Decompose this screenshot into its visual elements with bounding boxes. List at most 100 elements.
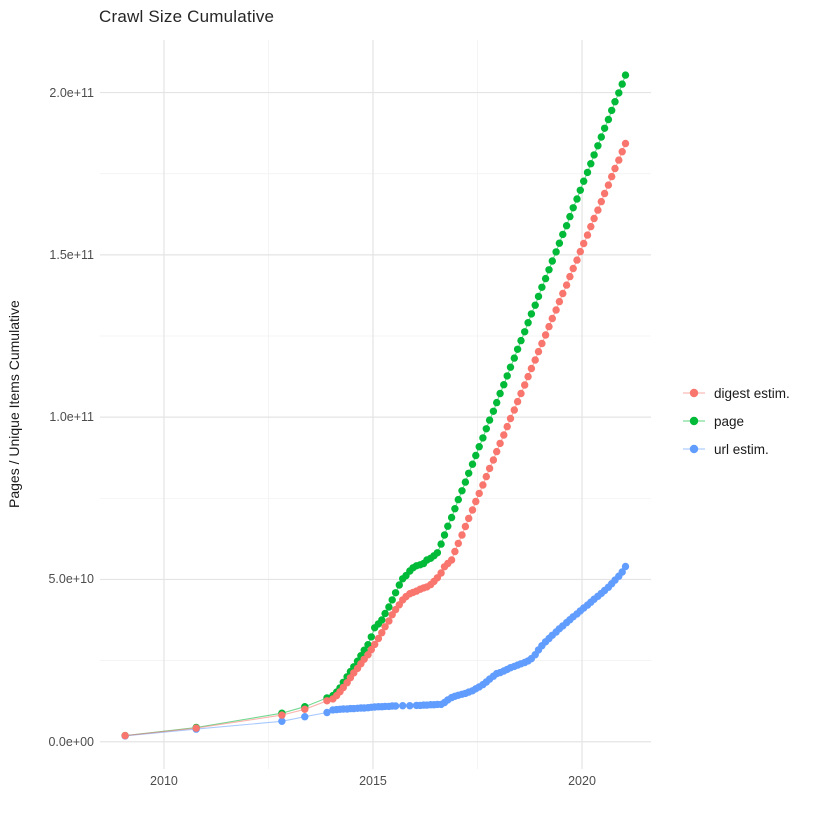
data-point [323,697,331,705]
data-point [524,319,532,327]
data-point [489,456,498,464]
data-point [475,489,483,498]
data-point [458,531,466,539]
data-point [454,539,462,548]
data-point [468,460,477,468]
data-point [378,629,386,637]
data-point [440,531,449,539]
legend-item-url-estim: url estim. [681,435,790,463]
data-point [573,195,581,203]
data-point [621,139,630,148]
data-point [569,264,577,273]
data-point [465,469,473,477]
data-point [604,181,613,189]
data-point [534,347,543,356]
data-point [454,495,462,504]
data-point [541,331,550,339]
data-point [527,364,536,373]
data-point [451,505,459,513]
major-gridlines [100,40,651,769]
data-point [521,381,529,389]
legend-key-page-icon [683,416,705,426]
data-point [618,80,626,88]
data-point [538,339,546,348]
data-point [615,156,623,164]
legend-label-url-estim: url estim. [714,441,769,457]
data-point [559,289,567,298]
y-tick-label: 2.0e+11 [49,85,94,100]
data-point [531,356,539,364]
data-point [513,345,522,353]
data-point [527,310,536,318]
data-point [583,168,592,177]
data-point [496,389,504,398]
data-point [583,231,592,239]
data-point [569,204,577,212]
data-point [278,711,286,719]
y-tick-label: 1.0e+11 [49,410,94,425]
data-point [391,589,400,597]
y-tick-label: 5.0e+10 [48,572,94,587]
data-point [541,274,550,283]
data-point [461,478,470,486]
data-point [566,212,574,221]
data-point [548,257,556,265]
data-point [506,414,515,423]
data-point [513,397,522,406]
data-point [437,540,445,548]
data-point [510,354,518,362]
x-tick-label: 2020 [568,774,596,788]
data-point [493,447,501,456]
data-point [461,522,470,531]
data-point [580,239,588,248]
x-tick-label: 2010 [150,774,178,788]
data-point [385,617,393,625]
data-point [458,487,466,495]
data-point [594,206,602,214]
y-tick-label: 1.5e+11 [49,247,94,262]
data-point [472,451,480,460]
data-point [374,634,383,643]
data-point [301,705,309,713]
data-point [576,186,584,194]
data-point [395,581,403,589]
data-point [482,425,490,433]
data-point [597,133,605,141]
legend-label-digest-estim: digest estim. [714,385,790,401]
data-point [510,406,518,414]
data-point [496,439,504,448]
minor-gridlines [100,40,651,769]
data-point [367,633,375,641]
legend-key-digest-icon [683,388,705,398]
data-point [433,549,442,557]
data-point [385,603,393,611]
legend-item-page: page [681,407,790,435]
data-point [465,514,473,523]
data-point [485,416,494,424]
series-points-digest-estim- [121,139,630,740]
data-point [548,314,556,323]
data-point [521,328,529,336]
data-point [503,372,511,380]
data-point [479,481,487,489]
data-point [475,443,483,451]
data-point [587,222,595,231]
data-point [538,283,546,291]
data-point [545,266,553,274]
data-point [489,407,498,415]
legend: digest estim. page url estim. [681,379,790,463]
data-point [391,702,400,710]
data-point [590,214,598,223]
data-point [621,562,630,571]
data-point [451,547,459,556]
data-point [608,172,616,181]
chart-title: Crawl Size Cumulative [99,7,275,26]
data-point [301,713,309,721]
data-point [600,124,609,132]
data-point [517,389,525,398]
data-point [524,372,532,381]
data-point [587,160,595,168]
data-point [472,497,480,506]
data-point [573,256,581,264]
data-point [278,717,286,725]
